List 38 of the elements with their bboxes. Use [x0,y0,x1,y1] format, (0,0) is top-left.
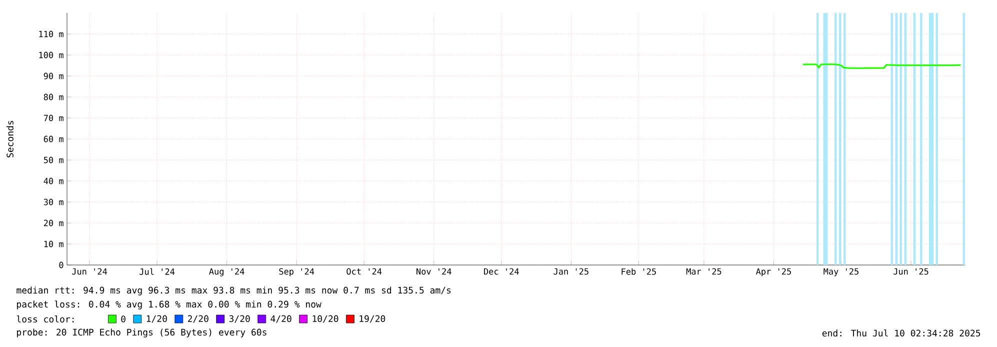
legend-label: 10/20 [312,315,338,323]
x-tick-label: Dec '24 [484,268,519,275]
y-tick-label: 20 m [44,220,64,226]
legend-label: 4/20 [270,315,292,323]
legend-label: 19/20 [360,315,386,323]
x-tick-label: Sep '24 [279,268,314,276]
x-tick-label: Apr '25 [756,268,791,276]
y-tick-label: 70 m [44,114,64,122]
y-tick-label: 80 m [44,94,64,100]
text: median rtt: 94.9 ms avg 96.3 ms max 93.8 ms min 95.3 ms now 0.7 ms sd 135.5 am/s [16,286,451,296]
x-tick-label: Mar '25 [686,268,722,275]
x-tick-label: Jun '25 [894,268,928,275]
y-tick-label: 40 m [44,178,64,184]
y-tick-label: 100 m [39,52,64,58]
y-tick-label: 110 m [39,30,64,38]
y-axis-title: Seconds [6,120,14,158]
x-tick-label: Feb '25 [622,268,656,275]
x-tick-label: Nov '24 [416,268,452,275]
y-tick-label: 50 m [44,156,64,164]
legend-label: 1/20 [146,315,167,323]
x-tick-label: Jan '25 [554,268,588,275]
y-tick-label: 30 m [44,198,64,206]
x-tick-label: Jul '24 [140,268,175,275]
legend-label: 3/20 [229,315,250,323]
text: end: Thu Jul 10 02:34:28 2025 [822,329,980,337]
text: packet loss: 0.04 % avg 1.68 % max 0.00 % min 0.29 % now [17,300,322,310]
y-tick-label: 90 m [44,72,64,80]
x-tick-label: Aug '24 [209,268,244,276]
text: probe: 20 ICMP Echo Pings (56 Bytes) every 60s [17,328,266,338]
x-tick-label: Jun '24 [72,268,108,275]
y-tick-label: 60 m [44,136,64,142]
x-tick-label: May '25 [824,268,858,276]
legend-label: 0 [121,316,126,322]
legend-title: loss color: [16,315,74,323]
legend-label: 2/20 [188,315,208,323]
y-tick-label: 10 m [44,240,64,248]
x-tick-label: Oct '24 [346,268,382,275]
y-tick-label: 0 [59,262,64,268]
